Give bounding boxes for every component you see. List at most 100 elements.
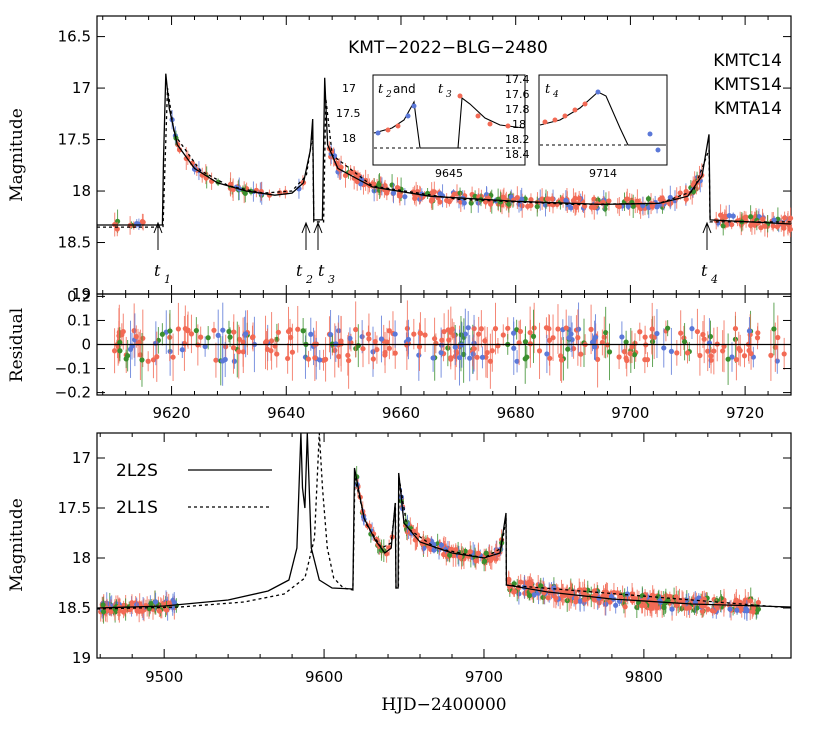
data-point xyxy=(120,328,126,335)
data-point xyxy=(220,358,226,364)
data-point xyxy=(179,347,185,353)
annotation-t2: t 2 xyxy=(296,221,313,286)
data-point xyxy=(711,348,717,354)
xtick-label: 9700 xyxy=(465,668,503,686)
data-point xyxy=(470,351,476,357)
data-point xyxy=(781,215,788,221)
ytick-label: 19 xyxy=(72,285,91,303)
data-point xyxy=(289,349,296,355)
data-point xyxy=(220,327,226,333)
data-point xyxy=(536,348,543,354)
data-point xyxy=(240,339,246,345)
data-point xyxy=(451,191,457,198)
data-point xyxy=(736,345,742,352)
data-point xyxy=(607,599,613,605)
data-point xyxy=(378,547,385,553)
ytick-label: 18 xyxy=(72,182,91,200)
data-point xyxy=(759,216,766,222)
data-point xyxy=(262,339,269,346)
data-point xyxy=(390,190,397,196)
xtick-label: 9500 xyxy=(145,668,183,686)
svg-text:3: 3 xyxy=(328,273,335,286)
data-point xyxy=(528,202,534,209)
data-point xyxy=(530,333,537,339)
data-point xyxy=(649,326,655,332)
data-point xyxy=(449,326,455,332)
svg-text:17.6: 17.6 xyxy=(505,88,530,101)
data-point xyxy=(573,599,579,605)
data-point xyxy=(431,547,437,553)
data-point xyxy=(692,599,698,605)
svg-text:2: 2 xyxy=(385,90,392,100)
data-point xyxy=(159,331,165,337)
data-point xyxy=(317,357,323,363)
ytick-label: 17 xyxy=(72,79,91,97)
data-point xyxy=(392,331,398,337)
svg-text:18: 18 xyxy=(342,132,356,145)
svg-text:17.5: 17.5 xyxy=(336,107,361,120)
data-point xyxy=(131,327,137,334)
data-point xyxy=(386,345,392,351)
data-point xyxy=(549,196,555,202)
model-2l1s-bottom xyxy=(96,432,792,610)
data-point xyxy=(762,223,768,229)
data-point xyxy=(575,335,581,341)
data-point xyxy=(100,602,106,608)
data-point xyxy=(338,338,344,344)
data-point xyxy=(332,347,338,353)
ytick-label: −0.2 xyxy=(55,384,91,402)
ytick-label: 0 xyxy=(81,336,91,354)
data-point xyxy=(351,169,357,176)
legend-entry-kmta14: KMTA14 xyxy=(714,99,782,119)
data-point xyxy=(140,335,146,341)
data-point xyxy=(452,344,458,350)
data-point xyxy=(312,355,318,361)
svg-text:3: 3 xyxy=(446,90,452,100)
data-point xyxy=(707,333,714,340)
data-point xyxy=(755,330,761,336)
data-point xyxy=(518,579,524,585)
data-point xyxy=(717,212,724,218)
data-point xyxy=(111,348,118,354)
data-point xyxy=(170,354,176,360)
data-point xyxy=(150,357,157,363)
data-point xyxy=(639,603,645,609)
data-point xyxy=(125,353,131,359)
data-point xyxy=(511,588,518,595)
data-point xyxy=(473,558,479,564)
data-point xyxy=(748,214,754,220)
data-point xyxy=(617,594,624,600)
data-point xyxy=(457,190,463,196)
data-point xyxy=(592,334,599,340)
data-point xyxy=(514,358,520,364)
data-point xyxy=(627,350,633,357)
data-point xyxy=(230,187,236,193)
inset-t4: t 4 17.4 17.6 17.8 18 18.2 18.4 9714 xyxy=(505,73,668,180)
data-point xyxy=(599,339,605,346)
data-point xyxy=(644,357,651,363)
data-point xyxy=(614,590,621,596)
data-point xyxy=(133,333,139,340)
svg-text:4: 4 xyxy=(710,273,718,286)
data-point xyxy=(430,355,436,361)
data-point xyxy=(694,605,700,611)
data-point xyxy=(748,350,754,357)
data-point xyxy=(680,597,686,603)
data-point xyxy=(465,325,471,331)
data-point xyxy=(487,358,493,364)
data-point xyxy=(747,598,754,604)
data-point xyxy=(755,599,761,606)
data-point xyxy=(781,351,787,357)
data-point xyxy=(422,332,428,338)
xtick-label: 9700 xyxy=(611,404,649,422)
data-point xyxy=(479,354,486,360)
data-point xyxy=(781,225,787,231)
data-point xyxy=(730,213,736,219)
data-point xyxy=(606,198,612,204)
data-point xyxy=(171,600,177,606)
data-point xyxy=(701,336,707,342)
data-point xyxy=(167,328,173,334)
data-point xyxy=(700,331,706,338)
data-point xyxy=(538,583,544,589)
data-point xyxy=(654,330,660,337)
